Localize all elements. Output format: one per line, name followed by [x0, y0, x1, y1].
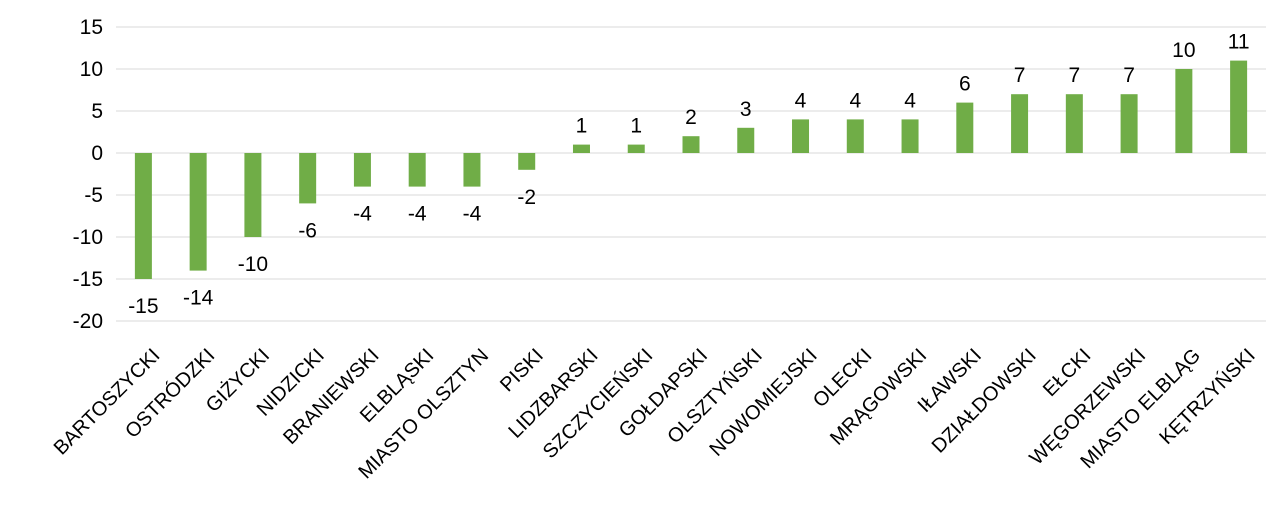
bar: [244, 153, 262, 237]
bar: [737, 127, 755, 153]
data-label: -4: [463, 203, 482, 226]
y-axis-tick-labels: 15 10 5 0 -5 -10 -15 -20: [73, 16, 103, 333]
data-label: 4: [849, 89, 861, 112]
bar: [353, 153, 371, 187]
x-category-label: PISKI: [496, 345, 548, 397]
x-axis-category-labels: BARTOSZYCKIOSTRÓDZKIGIŻYCKINIDZICKIBRANI…: [50, 344, 1260, 483]
x-category-label: MRĄGOWSKI: [826, 345, 931, 450]
y-tick-label: -10: [73, 226, 103, 249]
bar: [572, 144, 590, 153]
bar: [846, 119, 864, 153]
y-tick-label: -15: [73, 268, 103, 291]
x-category-label: BRANIEWSKI: [279, 345, 383, 449]
y-tick-label: 0: [91, 142, 103, 165]
data-labels: -15 -14-10-6-4 -4 -4-21 1 2 3 4 4 46 7 7 710 11: [128, 31, 1249, 318]
bars: [134, 60, 1248, 279]
bar: [901, 119, 919, 153]
data-label: -15: [128, 295, 158, 318]
y-tick-label: -5: [84, 184, 103, 207]
bar: [1065, 94, 1083, 153]
data-label: 3: [740, 98, 752, 121]
y-tick-label: 5: [91, 100, 103, 123]
data-label: -10: [238, 253, 268, 276]
bar: [627, 144, 645, 153]
bar: [134, 153, 152, 279]
data-label: 10: [1172, 39, 1195, 62]
data-label: 7: [1123, 64, 1135, 87]
y-tick-label: 10: [80, 58, 103, 81]
data-label: 2: [685, 106, 697, 129]
data-label: -6: [298, 219, 317, 242]
data-label: -4: [353, 203, 372, 226]
data-label: 7: [1014, 64, 1026, 87]
bar: [463, 153, 481, 187]
bar: [518, 153, 536, 170]
data-label: -14: [183, 287, 214, 310]
bar: [1011, 94, 1029, 153]
bar: [792, 119, 810, 153]
bar: [408, 153, 426, 187]
bar: [299, 153, 317, 204]
bar: [1230, 60, 1248, 153]
bar: [1120, 94, 1138, 153]
data-label: 7: [1068, 64, 1080, 87]
data-label: -2: [517, 186, 536, 209]
gridlines: [116, 26, 1266, 322]
data-label: 4: [795, 89, 807, 112]
y-tick-label: -20: [73, 310, 103, 333]
data-label: 1: [630, 115, 642, 138]
data-label: 6: [959, 73, 971, 96]
x-category-label: KĘTRZYŃSKI: [1155, 344, 1260, 449]
data-label: -4: [408, 203, 427, 226]
data-label: 1: [576, 115, 588, 138]
x-category-label: OLSZTYŃSKI: [663, 344, 767, 448]
bar: [1175, 69, 1193, 153]
bar: [956, 102, 974, 153]
bar: [682, 136, 700, 153]
y-tick-label: 15: [80, 16, 103, 39]
data-label: 11: [1228, 31, 1250, 54]
data-label: 4: [904, 89, 916, 112]
bar: [189, 153, 207, 271]
